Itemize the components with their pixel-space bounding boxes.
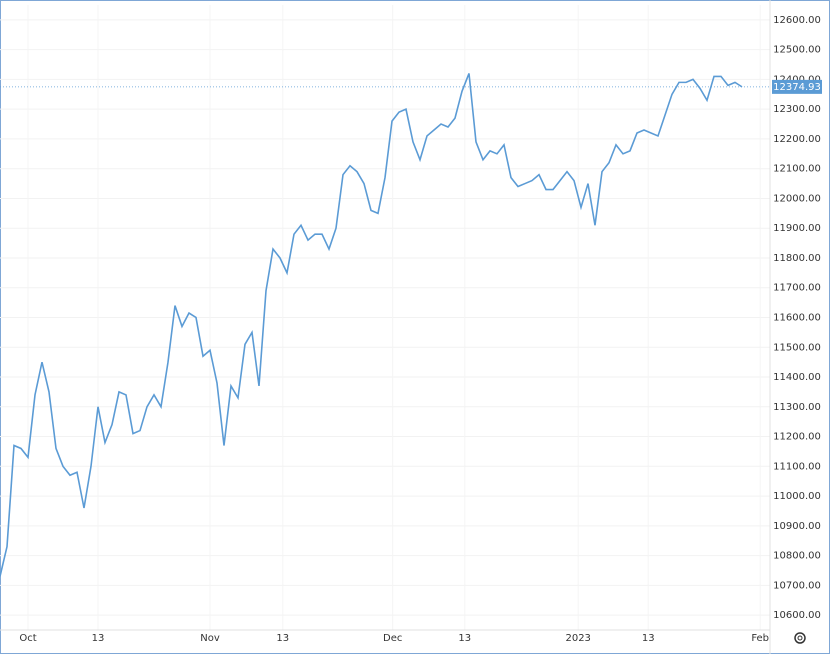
gear[interactable] <box>794 632 806 644</box>
y-tick-label: 11900.00 <box>773 223 821 234</box>
y-tick-label: 11100.00 <box>773 461 821 472</box>
price-line <box>0 73 743 577</box>
y-tick-label: 10700.00 <box>773 580 821 591</box>
y-tick-label: 12100.00 <box>773 164 821 175</box>
y-tick-label: 11300.00 <box>773 402 821 413</box>
last-price-label: 12374.93 <box>773 82 821 93</box>
x-tick-label: 13 <box>92 633 105 644</box>
y-tick-label: 12000.00 <box>773 193 821 204</box>
y-tick-label: 12500.00 <box>773 45 821 56</box>
x-tick-label: 13 <box>642 633 655 644</box>
y-tick-label: 10900.00 <box>773 521 821 532</box>
y-tick-label: 10800.00 <box>773 551 821 562</box>
y-tick-label: 11800.00 <box>773 253 821 264</box>
y-tick-label: 11700.00 <box>773 283 821 294</box>
y-tick-label: 12200.00 <box>773 134 821 145</box>
y-tick-label: 11200.00 <box>773 432 821 443</box>
gear-hub[interactable] <box>797 635 803 641</box>
last-price-tag <box>772 79 822 94</box>
y-tick-label: 11500.00 <box>773 342 821 353</box>
x-tick-label: 13 <box>276 633 289 644</box>
y-tick-label: 12600.00 <box>773 15 821 26</box>
x-tick-label: Nov <box>200 633 220 644</box>
y-tick-label: 12300.00 <box>773 104 821 115</box>
x-tick-label: Dec <box>383 633 402 644</box>
y-tick-label: 11000.00 <box>773 491 821 502</box>
x-tick-label: Feb <box>751 633 769 644</box>
y-tick-label: 11600.00 <box>773 313 821 324</box>
x-tick-label: 13 <box>458 633 471 644</box>
y-tick-label: 10600.00 <box>773 610 821 621</box>
x-tick-label: 2023 <box>565 633 590 644</box>
y-tick-label: 11400.00 <box>773 372 821 383</box>
x-tick-label: Oct <box>19 633 36 644</box>
settings-icon[interactable] <box>794 632 806 644</box>
